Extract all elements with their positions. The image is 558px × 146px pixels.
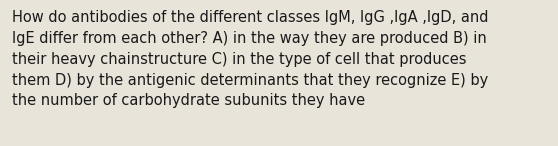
Text: How do antibodies of the different classes IgM, IgG ,IgA ,IgD, and
IgE differ fr: How do antibodies of the different class… bbox=[12, 10, 489, 108]
